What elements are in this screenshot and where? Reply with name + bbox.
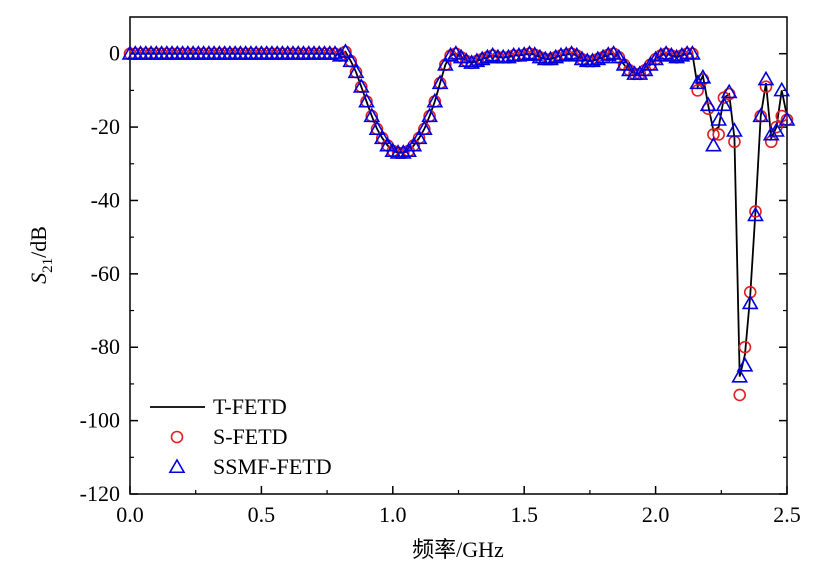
x-tick-label: 2.0 bbox=[642, 502, 670, 527]
triangle-marker bbox=[394, 144, 412, 159]
legend-marker bbox=[168, 458, 186, 474]
y-label-unit: /dB bbox=[26, 226, 51, 258]
circle-marker bbox=[749, 205, 762, 218]
triangle-marker bbox=[521, 45, 538, 60]
triangle-marker bbox=[699, 96, 717, 112]
triangle-marker bbox=[337, 43, 354, 58]
triangle-marker bbox=[615, 56, 633, 71]
triangle-marker bbox=[741, 294, 759, 310]
triangle-marker bbox=[694, 68, 712, 84]
x-tick-label: 0.0 bbox=[116, 502, 144, 527]
triangle-marker bbox=[652, 46, 670, 62]
triangle-marker bbox=[342, 52, 360, 68]
series-line bbox=[130, 50, 788, 377]
legend-label: S-FETD bbox=[213, 424, 288, 449]
triangle-marker bbox=[610, 48, 628, 64]
triangle-marker bbox=[589, 50, 607, 66]
triangle-marker bbox=[358, 92, 375, 108]
x-tick-label: 1.0 bbox=[379, 502, 407, 527]
plot-frame bbox=[129, 16, 788, 495]
circle-marker bbox=[691, 84, 704, 97]
triangle-marker bbox=[410, 129, 428, 145]
triangle-marker bbox=[363, 107, 381, 123]
triangle-marker bbox=[778, 111, 796, 126]
triangle-marker bbox=[331, 46, 349, 62]
triangle-marker bbox=[500, 48, 517, 64]
triangle-marker bbox=[684, 45, 701, 60]
triangle-marker bbox=[547, 48, 565, 64]
circle-marker bbox=[738, 340, 752, 354]
triangle-marker bbox=[599, 46, 617, 61]
triangle-marker bbox=[668, 48, 686, 64]
triangle-marker bbox=[426, 92, 444, 108]
y-tick-label: 0 bbox=[109, 41, 120, 66]
y-tick-label: -20 bbox=[91, 114, 120, 139]
triangle-marker bbox=[726, 122, 743, 137]
triangle-marker bbox=[768, 122, 785, 137]
triangle-marker bbox=[473, 50, 491, 66]
triangle-marker bbox=[710, 111, 728, 126]
triangle-marker bbox=[736, 356, 754, 372]
triangle-marker bbox=[542, 50, 559, 66]
triangle-marker bbox=[479, 48, 496, 64]
triangle-marker bbox=[757, 70, 775, 86]
triangle-marker bbox=[436, 56, 454, 71]
circle-marker bbox=[759, 80, 773, 94]
triangle-marker bbox=[352, 78, 370, 93]
triangle-marker bbox=[747, 206, 764, 222]
legend-marker bbox=[170, 430, 184, 444]
x-tick-label: 1.5 bbox=[510, 502, 538, 527]
x-axis-label: 频率/GHz bbox=[412, 537, 504, 562]
triangle-marker bbox=[368, 120, 386, 135]
triangle-marker bbox=[431, 74, 449, 90]
triangle-marker bbox=[405, 136, 423, 152]
triangle-marker bbox=[557, 46, 575, 61]
triangle-marker bbox=[415, 120, 433, 135]
triangle-marker bbox=[442, 46, 459, 62]
triangle-marker bbox=[594, 48, 612, 64]
y-label-subscript: 21 bbox=[40, 258, 56, 273]
y-tick-label: -60 bbox=[91, 261, 120, 286]
y-label-symbol: S bbox=[26, 273, 51, 284]
triangle-marker bbox=[373, 129, 391, 145]
triangle-marker bbox=[720, 83, 738, 99]
x-tick-label: 2.5 bbox=[773, 502, 801, 527]
y-tick-label: -80 bbox=[91, 334, 120, 359]
y-tick-label: -120 bbox=[80, 481, 120, 506]
triangle-marker bbox=[752, 107, 770, 123]
triangle-marker bbox=[705, 136, 722, 152]
triangle-marker bbox=[468, 52, 486, 68]
legend-label: T-FETD bbox=[213, 394, 287, 419]
circle-marker bbox=[712, 128, 725, 141]
circle-marker bbox=[733, 388, 746, 402]
triangle-marker bbox=[347, 63, 365, 79]
triangle-marker bbox=[731, 367, 749, 383]
triangle-marker bbox=[379, 136, 396, 152]
triangle-marker bbox=[631, 65, 649, 80]
triangle-marker bbox=[762, 125, 780, 141]
triangle-marker bbox=[584, 52, 601, 68]
triangle-marker bbox=[715, 96, 733, 112]
x-tick-label: 0.5 bbox=[248, 502, 276, 527]
triangle-marker bbox=[515, 46, 533, 61]
legend-label: SSMF-FETD bbox=[213, 454, 332, 479]
triangle-marker bbox=[773, 81, 791, 97]
triangle-marker bbox=[421, 107, 438, 123]
y-tick-label: -100 bbox=[80, 408, 120, 433]
y-axis-label: S21/dB bbox=[26, 226, 56, 284]
triangle-marker bbox=[673, 46, 691, 62]
y-tick-label: -40 bbox=[91, 187, 120, 212]
triangle-marker bbox=[463, 54, 481, 69]
